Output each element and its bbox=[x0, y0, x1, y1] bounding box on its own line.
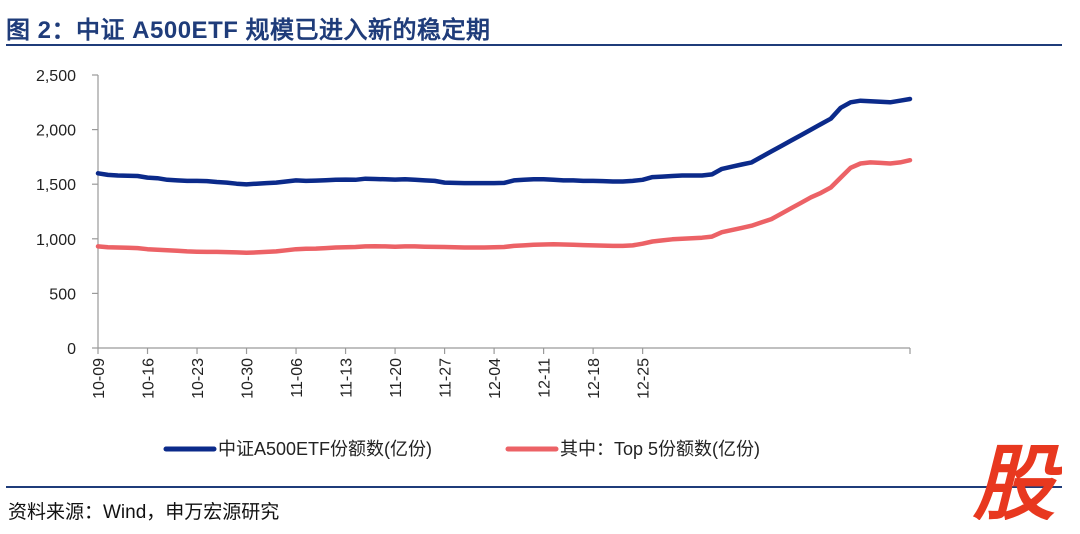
page-title: 图 2：中证 A500ETF 规模已进入新的稳定期 bbox=[6, 17, 491, 44]
x-axis: 10-09 10-16 10-23 10-30 11-06 11-13 11-20 11-27… bbox=[91, 347, 911, 399]
y-tick-label: 2,000 bbox=[36, 123, 76, 140]
series-line-1 bbox=[95, 96, 913, 187]
footer-rule bbox=[6, 486, 1062, 488]
x-tick-label: 11-06 bbox=[289, 358, 306, 398]
y-tick-label: 0 bbox=[67, 341, 76, 358]
y-tick-label: 500 bbox=[49, 286, 76, 303]
title-rule bbox=[6, 44, 1062, 46]
legend-label-series-2: 其中：Top 5份额数(亿份) bbox=[560, 439, 760, 459]
series-group bbox=[95, 96, 913, 256]
x-tick-label: 10-23 bbox=[190, 358, 207, 399]
series-line-2 bbox=[95, 157, 913, 256]
legend: 中证A500ETF份额数(亿份) 其中：Top 5份额数(亿份) bbox=[163, 439, 760, 459]
x-tick-label: 11-13 bbox=[339, 358, 356, 398]
legend-label-series-1: 中证A500ETF份额数(亿份) bbox=[218, 439, 432, 459]
x-tick-label: 10-30 bbox=[240, 358, 257, 399]
x-tick-label: 10-09 bbox=[91, 358, 108, 399]
y-axis: 0 500 1,000 1,500 2,000 2,500 bbox=[36, 68, 99, 358]
x-tick-label: 12-18 bbox=[586, 358, 603, 399]
y-tick-label: 1,500 bbox=[36, 177, 76, 194]
x-tick-label: 12-04 bbox=[487, 358, 504, 399]
x-tick-label: 11-27 bbox=[438, 358, 455, 398]
y-tick-label: 1,000 bbox=[36, 232, 76, 249]
x-tick-label: 12-25 bbox=[636, 358, 653, 399]
watermark-glyph: 股 bbox=[972, 437, 1062, 520]
x-tick-label: 10-16 bbox=[141, 358, 158, 399]
y-tick-label: 2,500 bbox=[36, 68, 76, 85]
x-tick-label: 12-11 bbox=[537, 358, 554, 398]
watermark-logo: 股 bbox=[972, 437, 1062, 520]
x-tick-label: 11-20 bbox=[388, 358, 405, 398]
line-chart: 0 500 1,000 1,500 2,000 2,500 10-09 10-16 10-23… bbox=[36, 68, 913, 459]
source-note: 资料来源：Wind，申万宏源研究 bbox=[8, 502, 280, 523]
